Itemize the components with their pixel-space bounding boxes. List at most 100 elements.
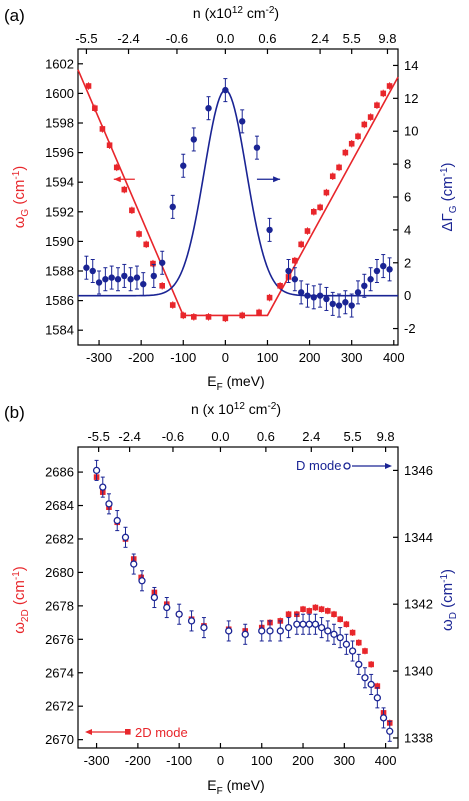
right-y-tick-label: -2 [404,321,416,336]
red-data-point [336,164,342,171]
blue-data-point [92,466,101,475]
blue-data-point [241,630,249,638]
right-y-tick-label: 4 [404,222,411,237]
top-tick-label: 0.0 [211,429,229,444]
left-y-tick-label: 1600 [45,86,74,101]
top-tick-label: -2.4 [117,31,139,46]
red-data-point [136,231,142,237]
left-y-tick-label: 2674 [45,665,74,680]
top-tick-label: -5.5 [75,31,97,46]
right-y-tick-label: 1342 [404,597,433,612]
top-tick-label: 2.4 [311,31,329,46]
right-y-tick-label: 14 [404,58,418,73]
blue-data-point [222,86,229,94]
blue-data-point [379,714,388,722]
left-y-tick-label: 2680 [45,565,74,580]
red-data-point [292,257,298,264]
panel-b-right-axis-title: ωD (cm-1) [439,569,459,631]
red-data-point [355,639,362,646]
blue-data-point [284,623,293,632]
x-tick-label: -200 [128,350,154,365]
blue-data-point [114,276,122,283]
top-tick-label: -5.5 [87,429,109,444]
top-tick-label: 5.5 [343,31,361,46]
blue-data-point [299,620,307,628]
x-tick-label: 400 [383,350,405,365]
blue-data-point [304,292,311,299]
red-data-point [367,114,374,120]
blue-data-point [293,620,301,628]
top-tick-label: 5.5 [344,429,362,444]
right-y-tick-label: 12 [404,91,418,106]
x-tick-label: 300 [341,350,363,365]
blue-data-point [311,620,320,628]
blue-data-point [121,533,130,541]
red-data-point [99,126,106,132]
blue-data-point [348,647,357,655]
panel-b-data-points [92,459,394,742]
blue-data-point [310,294,317,301]
x-tick-label: 300 [333,753,355,768]
blue-data-point [95,279,103,286]
blue-data-point [130,560,138,568]
blue-data-point [276,627,284,635]
blue-data-point [133,274,141,281]
blue-data-point [329,300,336,308]
red-data-point [349,629,356,636]
top-tick-label: -0.6 [162,429,184,444]
red-data-point [256,309,262,316]
blue-data-point [330,630,338,638]
red-data-point [205,314,212,320]
blue-data-point [150,272,157,280]
top-tick-label: 2.4 [302,429,320,444]
blue-data-point [140,280,147,288]
panel-a-data-points [83,78,393,323]
blue-data-point [127,276,134,283]
legend-2d-mode-label: 2D mode [135,725,188,740]
red-data-point [92,105,98,111]
x-tick-label: 0 [222,350,229,365]
blue-data-point [225,627,233,635]
blue-data-point [367,276,374,283]
blue-data-point [354,289,362,296]
blue-data-point [159,259,166,266]
red-data-point [298,241,304,248]
x-tick-label: 0 [217,753,224,768]
red-data-point [169,302,176,308]
red-data-point [180,312,187,319]
blue-data-point [305,620,313,628]
right-y-tick-label: 8 [404,157,411,172]
red-data-point [342,149,349,156]
red-data-point [312,604,319,611]
left-y-tick-label: 1584 [45,323,74,338]
red-data-point [222,315,229,322]
blue-data-point [205,105,212,112]
blue-data-point [89,267,96,275]
right-y-tick-label: 6 [404,190,411,205]
top-tick-label: 0.0 [216,31,234,46]
blue-data-point [138,577,146,585]
left-y-tick-label: 1598 [45,116,74,131]
legend-d-mode-arrow-head [385,463,392,469]
blue-data-point [335,302,343,309]
left-y-tick-label: 1592 [45,204,74,219]
legend-d-mode-label: D mode [296,458,342,473]
left-y-tick-label: 2672 [45,699,74,714]
blue-data-point [386,727,394,735]
right-y-tick-label: 1340 [404,664,433,679]
blue-data-point [373,267,381,275]
panel-a-left-axis-title: ωG (cm-1) [11,166,31,229]
red-data-point [325,608,331,614]
left-y-tick-label: 1602 [45,56,74,71]
right-y-tick-label: 1338 [404,730,433,745]
blue-data-point [121,272,128,280]
red-data-point [329,173,336,180]
blue-data-point [285,267,292,275]
blue-data-point [187,617,196,625]
blue-data-point [291,276,299,283]
top-tick-label: 0.6 [257,429,275,444]
blue-data-point [336,633,344,642]
red-data-point [317,204,323,211]
red-data-point [343,621,350,628]
